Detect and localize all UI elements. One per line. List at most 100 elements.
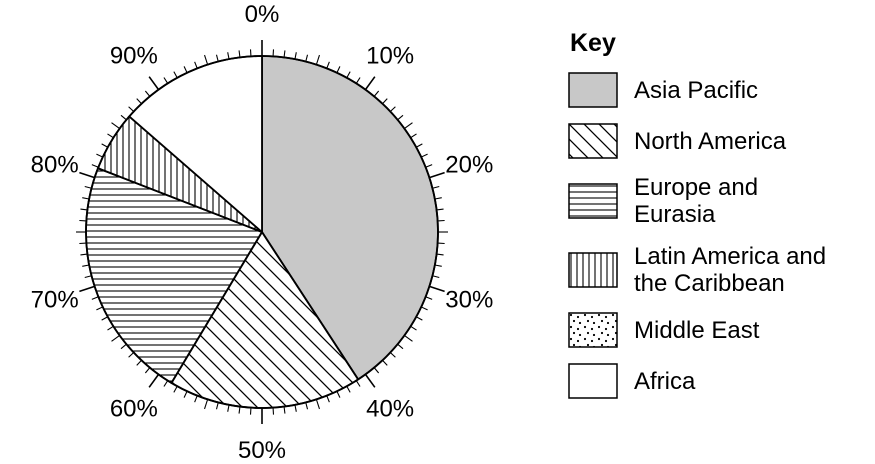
tick-98	[238, 50, 241, 58]
tick-84	[107, 133, 114, 139]
tick-85	[111, 122, 120, 129]
tick-53	[227, 404, 230, 412]
tick-42	[346, 385, 351, 393]
tick-82	[96, 153, 103, 158]
tick-54	[215, 402, 219, 410]
tick-41	[355, 380, 361, 387]
legend-label-asia-pacific: Asia Pacific	[634, 77, 758, 104]
tick-59	[163, 380, 169, 387]
legend-item-north-america: North America	[568, 123, 868, 159]
tick-7	[336, 66, 341, 73]
legend-item-middle-east: Middle East	[568, 312, 868, 348]
tick-64	[120, 343, 127, 350]
scale-label-80: 80%	[31, 152, 79, 179]
tick-71	[84, 275, 92, 279]
tick-43	[336, 391, 341, 398]
tick-34	[410, 325, 417, 331]
tick-17	[415, 143, 423, 148]
tick-52	[238, 406, 241, 414]
tick-94	[194, 61, 198, 69]
legend-item-europe-and-eurasia: Europe and Eurasia	[568, 174, 868, 228]
legend-label-line: Latin America and	[634, 243, 827, 270]
tick-33	[415, 316, 423, 321]
tick-32	[421, 306, 428, 311]
tick-28	[434, 264, 442, 267]
scale-label-90: 90%	[110, 43, 158, 70]
legend-label-africa: Africa	[634, 368, 695, 395]
tick-2	[283, 50, 286, 58]
tick-20	[429, 171, 445, 179]
tick-96	[215, 54, 219, 62]
tick-3	[294, 52, 297, 60]
legend-label-north-america: North America	[634, 128, 786, 155]
tick-11	[373, 90, 380, 97]
tick-77	[80, 208, 88, 211]
tick-9	[355, 77, 361, 84]
legend-swatch-north-america	[568, 123, 618, 159]
tick-61	[144, 367, 151, 374]
scale-label-60: 60%	[110, 395, 158, 422]
tick-60	[148, 373, 160, 388]
tick-47	[294, 404, 297, 412]
tick-14	[397, 114, 404, 121]
tick-97	[227, 52, 230, 60]
tick-79	[84, 185, 92, 189]
tick-5	[315, 54, 321, 65]
tick-39	[373, 367, 380, 374]
pie-chart: 0% 10% 20% 30% 40% 50% 60% 70% 80% 90%	[31, 1, 494, 464]
tick-81	[91, 164, 99, 168]
tick-36	[397, 343, 404, 350]
tick-56	[194, 395, 198, 403]
tick-6	[326, 61, 330, 69]
scale-label-0: 0%	[245, 1, 280, 28]
tick-57	[183, 391, 188, 398]
tick-22	[434, 197, 442, 200]
tick-48	[283, 406, 286, 414]
tick-8	[346, 71, 351, 79]
legend-label-line: Africa	[634, 367, 696, 395]
legend-label-line: Asia Pacific	[634, 76, 759, 104]
tick-93	[183, 66, 188, 73]
tick-37	[389, 352, 396, 358]
tick-66	[107, 325, 114, 331]
legend-items: Asia Pacific North America Europe and Euras…	[568, 72, 868, 399]
legend: Key Asia Pacific North America Europe and E…	[568, 28, 868, 399]
tick-70	[79, 285, 95, 293]
tick-63	[128, 352, 135, 358]
legend-title: Key	[570, 29, 616, 57]
tick-62	[136, 359, 142, 366]
tick-55	[203, 399, 209, 410]
legend-item-latin-america-and-the-caribbean: Latin America and the Caribbean	[568, 243, 868, 297]
tick-92	[173, 71, 178, 79]
legend-label-line: North America	[634, 127, 787, 155]
legend-swatch-africa	[568, 363, 618, 399]
scale-label-50: 50%	[238, 437, 286, 464]
tick-86	[120, 114, 127, 121]
tick-19	[425, 164, 433, 168]
scale-labels: 0% 10% 20% 30% 40% 50% 60% 70% 80% 90%	[31, 1, 494, 464]
tick-72	[82, 264, 90, 267]
scale-ticks	[76, 40, 448, 424]
tick-13	[389, 106, 396, 112]
legend-label-middle-east: Middle East	[634, 317, 759, 344]
legend-item-asia-pacific: Asia Pacific	[568, 72, 868, 108]
tick-88	[136, 98, 142, 105]
tick-83	[101, 143, 109, 148]
tick-23	[436, 208, 444, 211]
legend-swatch-asia-pacific	[568, 72, 618, 108]
tick-44	[326, 395, 330, 403]
tick-31	[425, 296, 433, 300]
tick-95	[203, 54, 209, 65]
tick-89	[144, 90, 151, 97]
tick-65	[111, 335, 120, 342]
tick-58	[173, 385, 178, 393]
legend-label-line: Eurasia	[634, 201, 716, 228]
tick-29	[432, 275, 440, 279]
legend-label-latin-america-and-the-caribbean: Latin America and the Caribbean	[634, 243, 826, 297]
legend-label-europe-and-eurasia: Europe and Eurasia	[634, 174, 758, 228]
tick-67	[101, 316, 109, 321]
tick-87	[128, 106, 135, 112]
tick-21	[432, 185, 440, 189]
tick-40	[364, 373, 376, 388]
tick-18	[421, 153, 428, 158]
